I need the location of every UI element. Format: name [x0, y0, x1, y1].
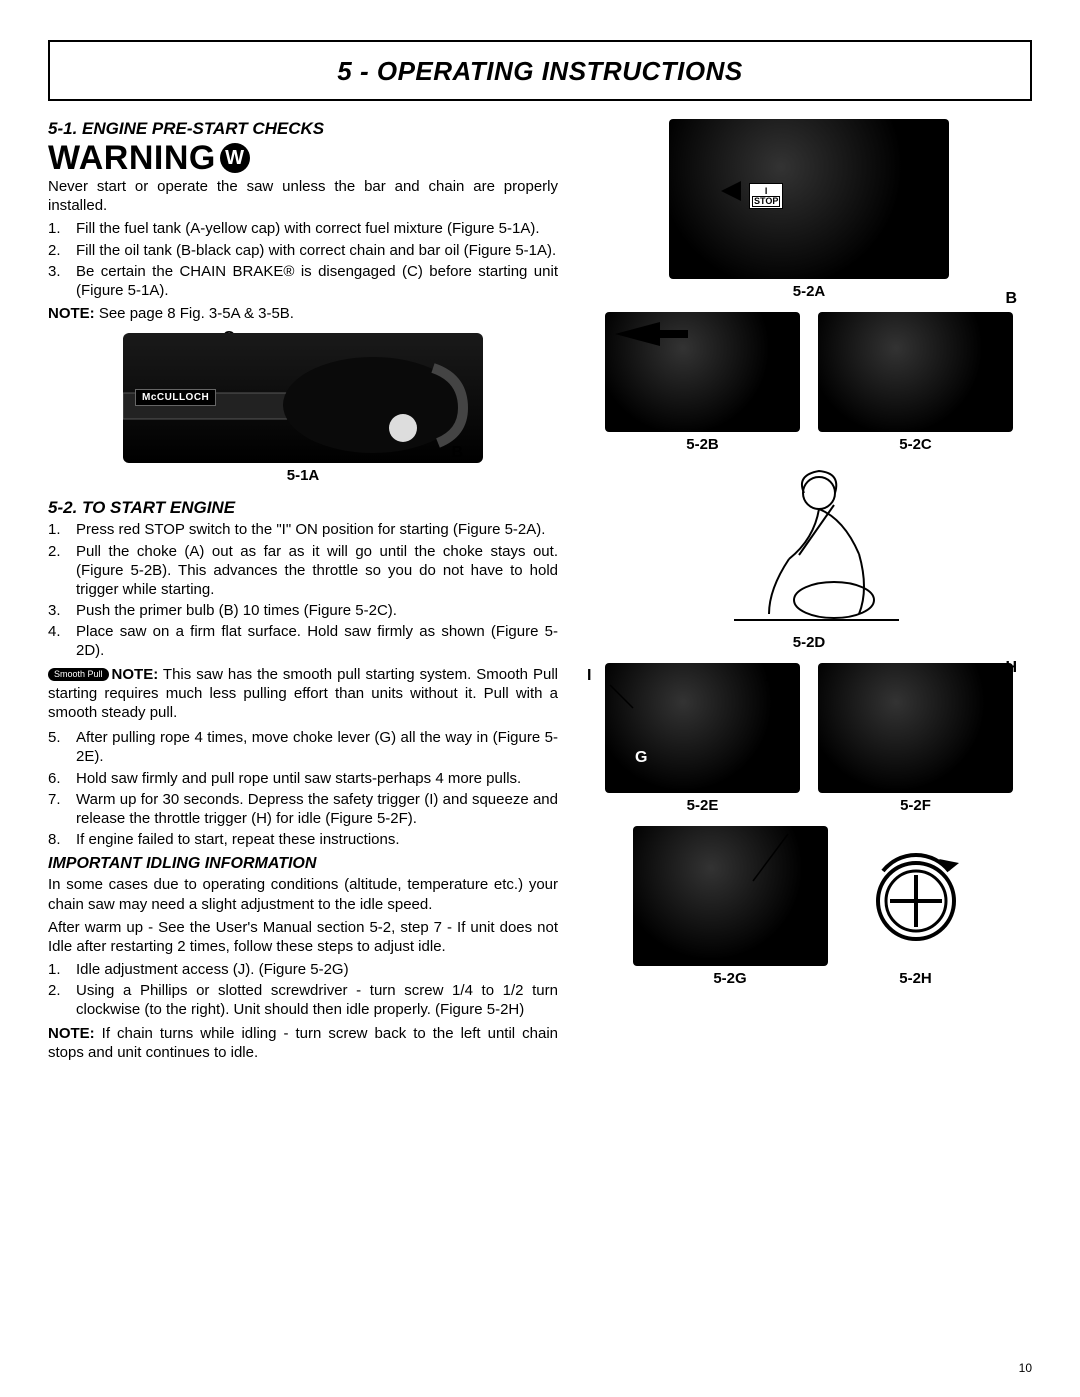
- figure-5-2a-cell: I STOP 5-2A: [586, 119, 1032, 300]
- figure-5-2f: [818, 663, 1013, 793]
- heading-5-1: 5-1. ENGINE PRE-START CHECKS: [48, 119, 558, 139]
- note-text: If chain turns while idling - turn screw…: [48, 1025, 558, 1061]
- callout-a: A: [607, 416, 619, 434]
- figure-label: 5-2H: [899, 970, 932, 987]
- callout-g: G: [635, 749, 647, 767]
- list-item: 8.If engine failed to start, repeat thes…: [48, 830, 558, 849]
- figure-5-2d-cell: 5-2D: [586, 465, 1032, 651]
- figure-5-2g: [633, 826, 828, 966]
- list-item: 1.Press red STOP switch to the "I" ON po…: [48, 520, 558, 539]
- figure-label: 5-2B: [686, 436, 719, 453]
- warning-text: WARNING: [48, 141, 216, 175]
- figure-5-2b-cell: A 5-2B: [605, 312, 800, 453]
- arrow-icon: [669, 119, 949, 279]
- figure-5-1a: McCULLOCH: [123, 333, 483, 463]
- list-item: 2.Using a Phillips or slotted screwdrive…: [48, 981, 558, 1019]
- list-item: 5.After pulling rope 4 times, move choke…: [48, 728, 558, 766]
- left-column: 5-1. ENGINE PRE-START CHECKS WARNING W N…: [48, 119, 558, 1068]
- list-5-2b: 5.After pulling rope 4 times, move choke…: [48, 728, 558, 849]
- figure-5-1a-wrap: C → A McCULLOCH B 5-1A: [123, 333, 483, 484]
- screw-turn-icon: [861, 841, 971, 951]
- list-item: 7.Warm up for 30 seconds. Depress the sa…: [48, 790, 558, 828]
- figure-5-2h-cell: 5-2H: [846, 826, 986, 987]
- list-item: 3.Push the primer bulb (B) 10 times (Fig…: [48, 601, 558, 620]
- pointer-line-icon: [633, 826, 828, 966]
- figure-row-gh: J 5-2G: [586, 826, 1032, 987]
- idling-heading: IMPORTANT IDLING INFORMATION: [48, 855, 558, 873]
- intro-5-1: Never start or operate the saw unless th…: [48, 177, 558, 215]
- arrow-left-icon: [605, 312, 800, 432]
- figure-label: 5-2F: [900, 797, 931, 814]
- figure-label: 5-2C: [899, 436, 932, 453]
- two-column-layout: 5-1. ENGINE PRE-START CHECKS WARNING W N…: [48, 119, 1032, 1068]
- figure-5-2c: [818, 312, 1013, 432]
- figure-5-2d: [704, 465, 914, 630]
- section-title-box: 5 - OPERATING INSTRUCTIONS: [48, 40, 1032, 101]
- figure-label: 5-2D: [793, 634, 826, 651]
- figure-5-2h: [846, 826, 986, 966]
- list-item: 4.Place saw on a firm flat surface. Hold…: [48, 622, 558, 660]
- arrows-icon: [605, 663, 800, 793]
- figure-5-2f-cell: H 5-2F: [818, 663, 1013, 814]
- figure-label: 5-2G: [713, 970, 746, 987]
- callout-b: B: [451, 444, 463, 462]
- figure-row-ef: I G 5-2E H 5-2F: [586, 663, 1032, 814]
- figure-row-bc: A 5-2B B 5-2C: [586, 312, 1032, 453]
- idling-note: NOTE: If chain turns while idling - turn…: [48, 1024, 558, 1062]
- smooth-pull-badge-icon: Smooth Pull: [48, 668, 109, 682]
- smooth-note: Smooth PullNOTE: This saw has the smooth…: [48, 665, 558, 723]
- warning-heading: WARNING W: [48, 141, 558, 175]
- figure-5-2c-cell: B 5-2C: [818, 312, 1013, 453]
- figure-label: 5-2A: [793, 283, 826, 300]
- mcculloch-label: McCULLOCH: [135, 389, 216, 406]
- list-5-2a: 1.Press red STOP switch to the "I" ON po…: [48, 520, 558, 660]
- list-5-1: 1.Fill the fuel tank (A-yellow cap) with…: [48, 219, 558, 300]
- note-5-1: NOTE: See page 8 Fig. 3-5A & 3-5B.: [48, 304, 558, 323]
- callout-b: B: [1005, 290, 1017, 308]
- figure-5-2g-cell: J 5-2G: [633, 826, 828, 987]
- person-holding-saw-icon: [704, 465, 914, 630]
- note-text: See page 8 Fig. 3-5A & 3-5B.: [95, 305, 294, 322]
- warning-icon: W: [220, 143, 250, 173]
- note-label: NOTE:: [48, 305, 95, 322]
- list-item: 3.Be certain the CHAIN BRAKE® is disenga…: [48, 262, 558, 300]
- list-item: 1.Fill the fuel tank (A-yellow cap) with…: [48, 219, 558, 238]
- callout-h: H: [1005, 659, 1017, 677]
- section-title: 5 - OPERATING INSTRUCTIONS: [50, 56, 1030, 87]
- heading-5-2: 5-2. TO START ENGINE: [48, 498, 558, 518]
- note-label: NOTE:: [48, 1025, 95, 1042]
- idling-list: 1.Idle adjustment access (J). (Figure 5-…: [48, 960, 558, 1020]
- figure-5-2b: [605, 312, 800, 432]
- figure-label: 5-2E: [687, 797, 719, 814]
- idling-p2: After warm up - See the User's Manual se…: [48, 918, 558, 956]
- figure-5-2e: [605, 663, 800, 793]
- right-column: I STOP 5-2A: [586, 119, 1032, 1068]
- list-item: 2.Fill the oil tank (B-black cap) with c…: [48, 241, 558, 260]
- note-label: NOTE:: [112, 666, 159, 683]
- list-item: 2.Pull the choke (A) out as far as it wi…: [48, 542, 558, 600]
- figure-5-2e-cell: I G 5-2E: [605, 663, 800, 814]
- page-number: 10: [1019, 1361, 1032, 1375]
- figure-label-5-1a: 5-1A: [123, 467, 483, 484]
- callout-i: I: [587, 667, 591, 685]
- idling-p1: In some cases due to operating condition…: [48, 875, 558, 913]
- figure-5-2a: I STOP: [669, 119, 949, 279]
- list-item: 1.Idle adjustment access (J). (Figure 5-…: [48, 960, 558, 979]
- list-item: 6.Hold saw firmly and pull rope until sa…: [48, 769, 558, 788]
